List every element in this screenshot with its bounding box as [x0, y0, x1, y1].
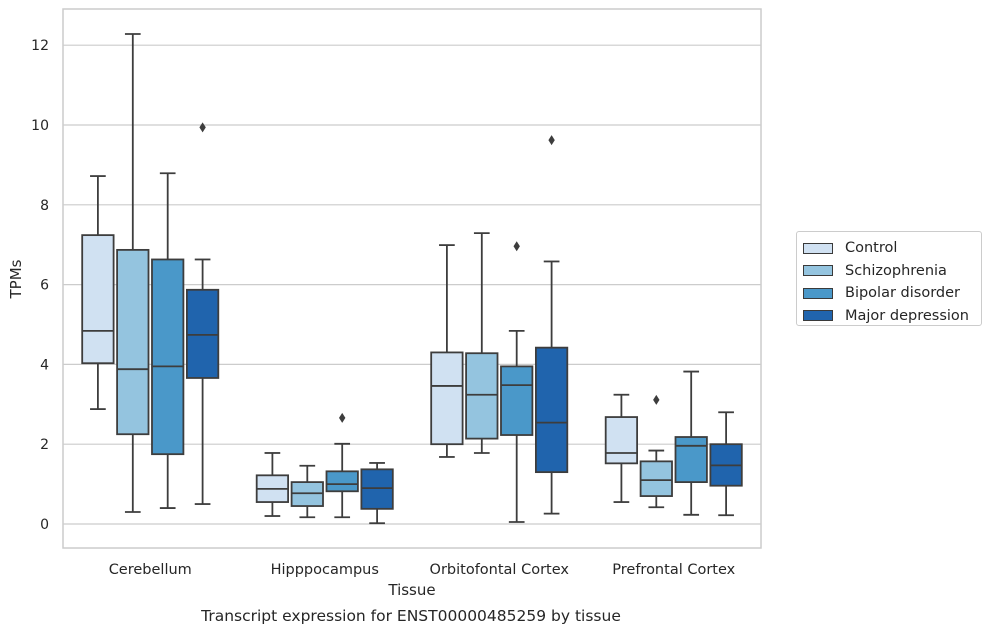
box-iqr — [325, 470, 359, 493]
box-iqr — [116, 248, 150, 436]
plot-frame — [62, 8, 762, 549]
box-major-depression-0 — [185, 122, 220, 505]
box-iqr — [534, 346, 569, 474]
box-control-3 — [604, 393, 639, 503]
box-iqr — [151, 258, 185, 456]
legend-swatch-control — [803, 242, 833, 254]
y-tick-label: 8 — [40, 198, 49, 214]
box-plots — [81, 33, 743, 525]
box-schizophrenia-1 — [290, 464, 324, 519]
y-tick-label: 6 — [40, 278, 49, 294]
legend-label-control: Control — [845, 240, 898, 257]
box-iqr — [185, 288, 220, 379]
x-axis-label: Tissue — [388, 581, 436, 599]
outlier-point — [513, 241, 520, 252]
legend-item-major-depression: Major depression — [803, 305, 981, 328]
x-tick-label: Prefrontal Cortex — [612, 562, 735, 578]
legend-label-bipolar-disorder: Bipolar disorder — [845, 285, 960, 302]
box-iqr — [500, 365, 534, 436]
box-bipolar-disorder-1 — [325, 412, 359, 519]
box-bipolar-disorder-2 — [500, 241, 534, 523]
legend-label-major-depression: Major depression — [845, 307, 969, 324]
legend-label-schizophrenia: Schizophrenia — [845, 262, 947, 279]
y-tick-label: 0 — [40, 517, 49, 533]
box-iqr — [639, 460, 673, 497]
box-iqr — [465, 352, 499, 440]
box-iqr — [674, 436, 708, 484]
box-control-2 — [430, 244, 464, 458]
box-bipolar-disorder-0 — [151, 172, 185, 509]
outlier-point — [548, 135, 555, 146]
box-bipolar-disorder-3 — [674, 370, 708, 516]
box-iqr — [604, 416, 639, 465]
legend-swatch-bipolar-disorder — [803, 287, 833, 299]
box-iqr — [430, 351, 464, 446]
x-tick-label: Cerebellum — [109, 562, 192, 578]
box-iqr — [81, 234, 115, 365]
x-axis-ticks: Cerebellum Hipppocampus Orbitofontal Corte… — [109, 562, 736, 578]
legend: Control Schizophrenia Bipolar disorder M… — [796, 231, 982, 326]
legend-swatch-schizophrenia — [803, 265, 833, 277]
outlier-point — [653, 394, 660, 405]
box-control-0 — [81, 175, 115, 410]
x-tick-label: Orbitofontal Cortex — [430, 562, 570, 578]
box-major-depression-1 — [360, 462, 394, 525]
box-major-depression-2 — [534, 135, 569, 515]
y-tick-label: 2 — [40, 437, 49, 453]
box-iqr — [360, 468, 394, 510]
box-schizophrenia-0 — [116, 33, 150, 513]
outlier-point — [199, 122, 206, 133]
legend-item-bipolar-disorder: Bipolar disorder — [803, 282, 981, 305]
box-control-1 — [255, 452, 290, 517]
y-axis-label: TPMs — [7, 259, 25, 299]
y-tick-label: 10 — [31, 118, 49, 134]
box-schizophrenia-2 — [465, 232, 499, 454]
x-tick-label: Hipppocampus — [271, 562, 379, 578]
legend-item-schizophrenia: Schizophrenia — [803, 260, 981, 283]
legend-item-control: Control — [803, 237, 981, 260]
y-tick-label: 4 — [40, 357, 49, 373]
chart-caption: Transcript expression for ENST0000048525… — [201, 607, 621, 625]
box-major-depression-3 — [709, 411, 743, 517]
outlier-point — [339, 412, 346, 423]
y-tick-label: 12 — [31, 38, 49, 54]
box-schizophrenia-3 — [639, 394, 673, 509]
legend-swatch-major-depression — [803, 310, 833, 322]
y-axis-ticks: 0 2 4 6 8 10 12 — [31, 38, 49, 533]
